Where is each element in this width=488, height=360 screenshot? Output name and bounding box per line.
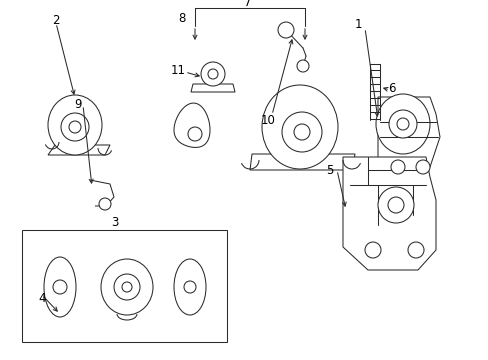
Circle shape [396, 118, 408, 130]
Circle shape [69, 121, 81, 133]
Circle shape [377, 187, 413, 223]
Ellipse shape [44, 257, 76, 317]
Text: 2: 2 [52, 13, 60, 27]
Circle shape [114, 274, 140, 300]
Polygon shape [48, 145, 110, 155]
Polygon shape [191, 84, 235, 92]
Polygon shape [342, 157, 435, 270]
Text: 1: 1 [353, 18, 361, 31]
Circle shape [278, 22, 293, 38]
Circle shape [387, 197, 403, 213]
Text: 3: 3 [111, 216, 119, 229]
Polygon shape [174, 103, 209, 148]
Text: 7: 7 [244, 0, 251, 9]
Text: 11: 11 [170, 63, 185, 77]
Circle shape [407, 242, 423, 258]
Polygon shape [90, 180, 114, 206]
Circle shape [122, 282, 132, 292]
Circle shape [201, 62, 224, 86]
Circle shape [296, 60, 308, 72]
Text: 6: 6 [387, 81, 395, 94]
Circle shape [364, 242, 380, 258]
Circle shape [61, 113, 89, 141]
Circle shape [207, 69, 218, 79]
Polygon shape [249, 154, 354, 170]
Ellipse shape [262, 85, 337, 169]
Ellipse shape [174, 259, 205, 315]
Circle shape [53, 280, 67, 294]
Text: 8: 8 [178, 12, 185, 24]
Ellipse shape [101, 259, 153, 315]
Circle shape [293, 124, 309, 140]
Bar [22, 230, 226, 342]
Ellipse shape [48, 95, 102, 155]
Text: 4: 4 [38, 292, 46, 305]
Circle shape [282, 112, 321, 152]
Text: 9: 9 [74, 99, 82, 112]
Circle shape [390, 160, 404, 174]
Text: 5: 5 [325, 163, 333, 176]
Circle shape [187, 127, 202, 141]
Circle shape [415, 160, 429, 174]
Text: 10: 10 [260, 113, 275, 126]
Circle shape [388, 110, 416, 138]
Circle shape [183, 281, 196, 293]
Circle shape [99, 198, 111, 210]
Polygon shape [377, 97, 439, 180]
Ellipse shape [375, 94, 429, 154]
